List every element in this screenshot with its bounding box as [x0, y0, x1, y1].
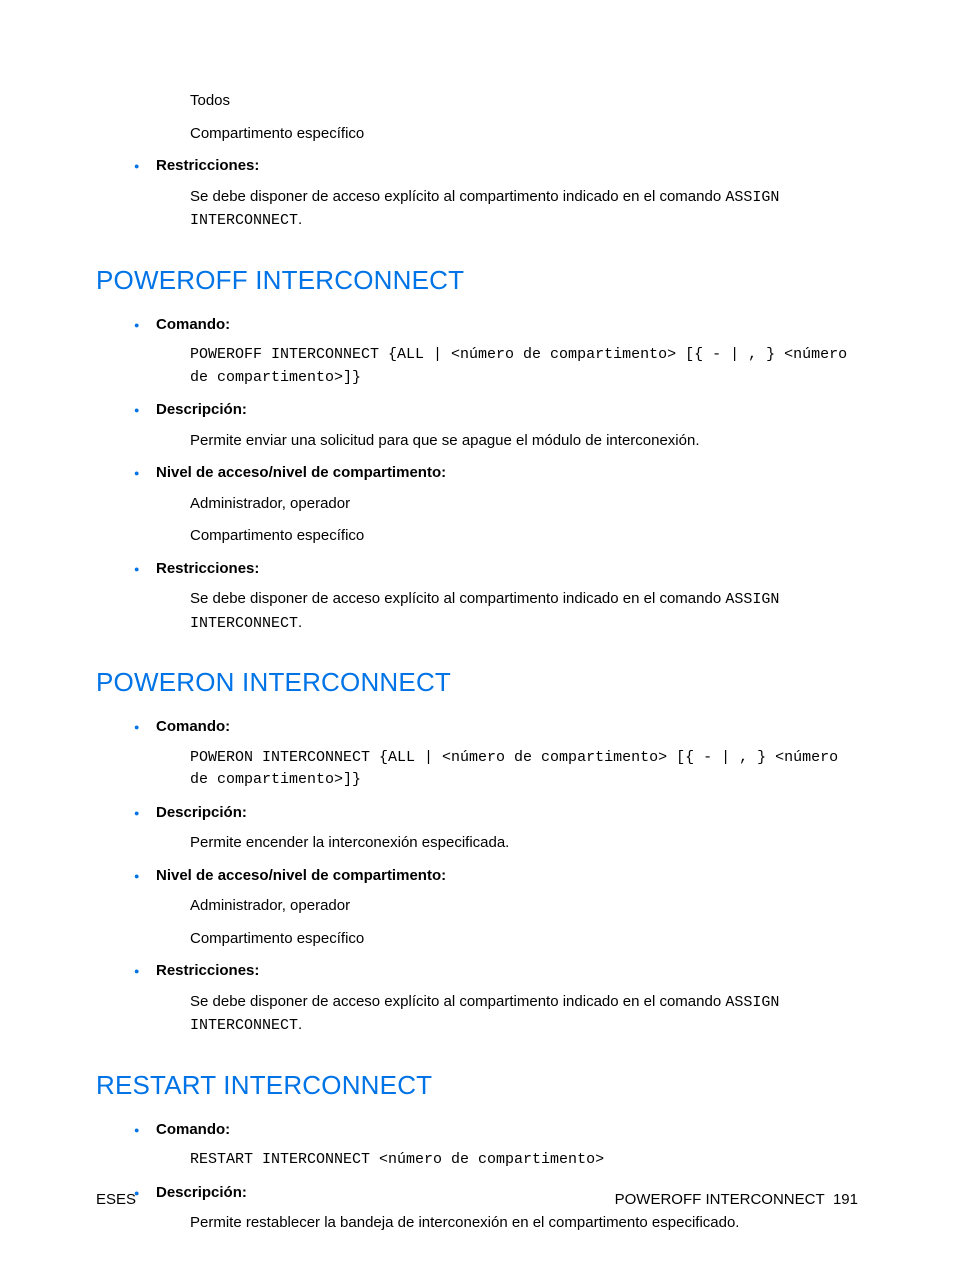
- item-code: RESTART INTERCONNECT <número de comparti…: [156, 1149, 858, 1172]
- item-body-line: Compartimento específico: [156, 525, 858, 548]
- page-footer: ESES POWEROFF INTERCONNECT 191: [96, 1189, 858, 1212]
- restr-prefix: Se debe disponer de acceso explícito al …: [190, 188, 725, 205]
- item-code: POWERON INTERCONNECT {ALL | <número de c…: [156, 747, 858, 792]
- mixed-suffix: .: [298, 614, 302, 631]
- item-body-line: Permite restablecer la bandeja de interc…: [156, 1212, 858, 1235]
- intro-body-line: Todos: [96, 90, 858, 113]
- list-item: Nivel de acceso/nivel de compartimento: A…: [156, 865, 858, 951]
- list-item: Nivel de acceso/nivel de compartimento: A…: [156, 462, 858, 548]
- footer-right-label: POWEROFF INTERCONNECT: [615, 1191, 825, 1208]
- footer-right: POWEROFF INTERCONNECT 191: [615, 1189, 858, 1212]
- item-body-line: Administrador, operador: [156, 895, 858, 918]
- item-label: Descripción:: [156, 802, 858, 825]
- item-body-line: Compartimento específico: [156, 928, 858, 951]
- item-label: Nivel de acceso/nivel de compartimento:: [156, 462, 858, 485]
- list-item-restricciones: Restricciones: Se debe disponer de acces…: [156, 155, 858, 233]
- section-list: Comando: POWEROFF INTERCONNECT {ALL | <nú…: [96, 314, 858, 636]
- item-label: Comando:: [156, 314, 858, 337]
- mixed-prefix: Se debe disponer de acceso explícito al …: [190, 993, 725, 1010]
- item-body-line: Permite enviar una solicitud para que se…: [156, 430, 858, 453]
- section-title: POWEROFF INTERCONNECT: [96, 261, 858, 300]
- item-label: Descripción:: [156, 399, 858, 422]
- item-body: Se debe disponer de acceso explícito al …: [156, 186, 858, 233]
- section-title: RESTART INTERCONNECT: [96, 1066, 858, 1105]
- item-label: Restricciones:: [156, 960, 858, 983]
- item-body-line: Administrador, operador: [156, 493, 858, 516]
- item-label: Restricciones:: [156, 558, 858, 581]
- item-label: Comando:: [156, 1119, 858, 1142]
- list-item: Comando: POWEROFF INTERCONNECT {ALL | <nú…: [156, 314, 858, 390]
- intro-body-line: Compartimento específico: [96, 123, 858, 146]
- item-body: Se debe disponer de acceso explícito al …: [156, 588, 858, 635]
- mixed-prefix: Se debe disponer de acceso explícito al …: [190, 590, 725, 607]
- item-label: Restricciones:: [156, 155, 858, 178]
- list-item: Comando: POWERON INTERCONNECT {ALL | <núm…: [156, 716, 858, 792]
- item-label: Comando:: [156, 716, 858, 739]
- item-code: POWEROFF INTERCONNECT {ALL | <número de …: [156, 344, 858, 389]
- section-list: Comando: RESTART INTERCONNECT <número de …: [96, 1119, 858, 1235]
- item-label: Nivel de acceso/nivel de compartimento:: [156, 865, 858, 888]
- list-item: Comando: RESTART INTERCONNECT <número de …: [156, 1119, 858, 1172]
- list-item: Restricciones: Se debe disponer de acceso…: [156, 960, 858, 1038]
- list-item: Descripción: Permite encender la intercon…: [156, 802, 858, 855]
- section-title: POWERON INTERCONNECT: [96, 663, 858, 702]
- sections-container: POWEROFF INTERCONNECT Comando: POWEROFF IN…: [96, 261, 858, 1235]
- footer-left: ESES: [96, 1189, 136, 1212]
- section-list: Comando: POWERON INTERCONNECT {ALL | <núm…: [96, 716, 858, 1038]
- footer-page-number: 191: [833, 1191, 858, 1208]
- intro-block: Todos Compartimento específico Restricci…: [96, 90, 858, 233]
- list-item: Descripción: Permite enviar una solicitud…: [156, 399, 858, 452]
- list-item: Restricciones: Se debe disponer de acceso…: [156, 558, 858, 636]
- restr-suffix: .: [298, 211, 302, 228]
- item-body: Se debe disponer de acceso explícito al …: [156, 991, 858, 1038]
- mixed-suffix: .: [298, 1016, 302, 1033]
- item-body-line: Permite encender la interconexión especi…: [156, 832, 858, 855]
